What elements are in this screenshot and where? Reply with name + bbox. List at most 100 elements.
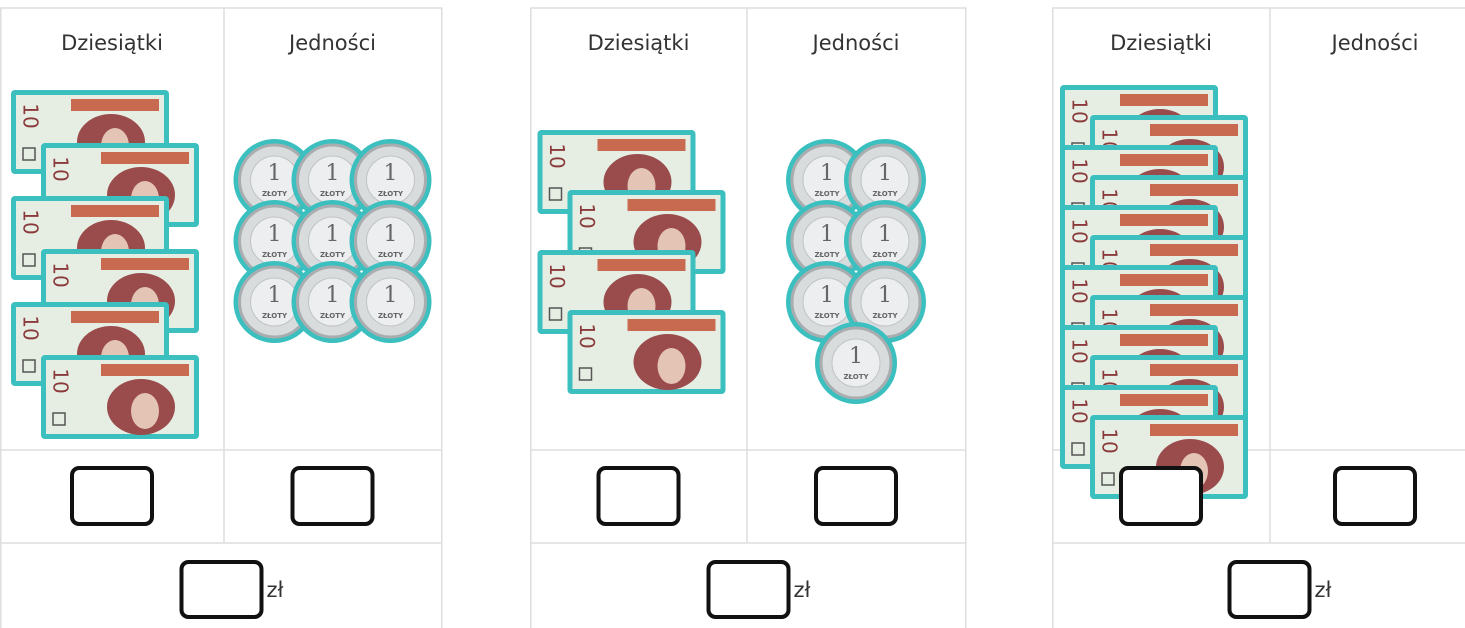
note-label: 10 bbox=[1068, 218, 1092, 243]
coin: 1 ZŁOTY bbox=[815, 322, 897, 404]
total-input[interactable] bbox=[706, 560, 791, 619]
note-band bbox=[1120, 214, 1208, 226]
coin-inner bbox=[860, 277, 910, 327]
note-square bbox=[22, 253, 36, 267]
coin-label: 1 bbox=[384, 283, 398, 308]
note-band bbox=[101, 364, 189, 376]
coin-label: 1 bbox=[268, 222, 282, 247]
note-label: 10 bbox=[1068, 278, 1092, 303]
note-label: 10 bbox=[545, 143, 569, 168]
coin-label: 1 bbox=[878, 222, 892, 247]
coin: 1 ZŁOTY bbox=[786, 200, 868, 282]
note-band bbox=[1150, 244, 1238, 256]
note-face bbox=[131, 393, 159, 429]
ones-input[interactable] bbox=[814, 466, 898, 526]
note-square bbox=[1101, 472, 1115, 486]
note-label: 10 bbox=[1098, 428, 1122, 453]
note-band bbox=[627, 319, 716, 331]
tens-header: Dziesiątki bbox=[1110, 31, 1212, 55]
note-square bbox=[1071, 442, 1085, 456]
note-label: 10 bbox=[545, 263, 569, 288]
panel-border bbox=[0, 7, 443, 628]
ones-header: Jedności bbox=[1330, 31, 1419, 55]
coin-word: ZŁOTY bbox=[262, 312, 288, 320]
ones-header: Jedności bbox=[811, 31, 900, 55]
tens-input[interactable] bbox=[596, 466, 681, 526]
coin-word: ZŁOTY bbox=[320, 312, 346, 320]
coin: 1 ZŁOTY bbox=[233, 139, 316, 221]
note-square bbox=[578, 367, 593, 381]
coin-label: 1 bbox=[326, 222, 340, 247]
note-band bbox=[101, 258, 189, 270]
note-label: 10 bbox=[1068, 398, 1092, 423]
coin-label: 1 bbox=[326, 283, 340, 308]
coin: 1 ZŁOTY bbox=[349, 200, 432, 282]
note-face bbox=[657, 348, 686, 384]
banknote: 10 bbox=[41, 355, 199, 439]
coin: 1 ZŁOTY bbox=[349, 139, 432, 221]
note-label: 10 bbox=[49, 368, 73, 393]
total-input[interactable] bbox=[179, 560, 264, 619]
coin-word: ZŁOTY bbox=[262, 190, 288, 198]
note-label: 10 bbox=[19, 209, 43, 234]
coin: 1 ZŁOTY bbox=[349, 261, 432, 343]
note-label: 10 bbox=[1068, 98, 1092, 123]
coin: 1 ZŁOTY bbox=[786, 261, 868, 343]
unit-label: zł bbox=[1315, 578, 1332, 602]
note-square bbox=[52, 412, 66, 426]
note-label: 10 bbox=[19, 103, 43, 128]
coin: 1 ZŁOTY bbox=[844, 139, 926, 221]
tens-input[interactable] bbox=[70, 466, 154, 526]
coin-word: ZŁOTY bbox=[320, 251, 346, 259]
coin-label: 1 bbox=[384, 222, 398, 247]
note-square bbox=[22, 147, 36, 161]
ones-input[interactable] bbox=[1333, 466, 1417, 526]
ones-input[interactable] bbox=[290, 466, 375, 526]
coin: 1 ZŁOTY bbox=[291, 200, 374, 282]
note-band bbox=[627, 199, 716, 211]
coin-word: ZŁOTY bbox=[872, 190, 898, 198]
coin: 1 ZŁOTY bbox=[786, 139, 868, 221]
coin-word: ZŁOTY bbox=[378, 251, 404, 259]
coin-inner bbox=[366, 277, 415, 327]
ones-header: Jedności bbox=[287, 31, 376, 55]
coin-label: 1 bbox=[820, 283, 834, 308]
coin-label: 1 bbox=[384, 161, 398, 186]
note-band bbox=[1150, 424, 1238, 436]
note-square bbox=[548, 187, 563, 201]
coin-label: 1 bbox=[849, 344, 863, 369]
coin: 1 ZŁOTY bbox=[291, 261, 374, 343]
note-label: 10 bbox=[19, 315, 43, 340]
coin-word: ZŁOTY bbox=[320, 190, 346, 198]
panel-border bbox=[1052, 7, 1465, 628]
coin-word: ZŁOTY bbox=[872, 251, 898, 259]
note-band bbox=[1150, 184, 1238, 196]
unit-label: zł bbox=[267, 578, 284, 602]
note-band bbox=[71, 311, 159, 323]
coin-word: ZŁOTY bbox=[814, 251, 840, 259]
note-band bbox=[597, 139, 686, 151]
coin-label: 1 bbox=[820, 161, 834, 186]
note-label: 10 bbox=[49, 262, 73, 287]
tens-input[interactable] bbox=[1119, 466, 1203, 526]
coin: 1 ZŁOTY bbox=[291, 139, 374, 221]
coin-inner bbox=[831, 338, 881, 388]
note-band bbox=[1150, 364, 1238, 376]
coin: 1 ZŁOTY bbox=[233, 200, 316, 282]
tens-header: Dziesiątki bbox=[61, 31, 163, 55]
note-label: 10 bbox=[575, 203, 599, 228]
total-input[interactable] bbox=[1227, 560, 1312, 619]
note-square bbox=[22, 359, 36, 373]
coin-label: 1 bbox=[878, 161, 892, 186]
note-band bbox=[71, 99, 159, 111]
note-band bbox=[1120, 394, 1208, 406]
coin: 1 ZŁOTY bbox=[844, 261, 926, 343]
note-band bbox=[1150, 304, 1238, 316]
note-band bbox=[597, 259, 686, 271]
coin-word: ZŁOTY bbox=[872, 312, 898, 320]
note-band bbox=[1120, 154, 1208, 166]
coin-label: 1 bbox=[820, 222, 834, 247]
panel-border bbox=[530, 7, 967, 628]
banknote: 10 bbox=[567, 310, 726, 394]
